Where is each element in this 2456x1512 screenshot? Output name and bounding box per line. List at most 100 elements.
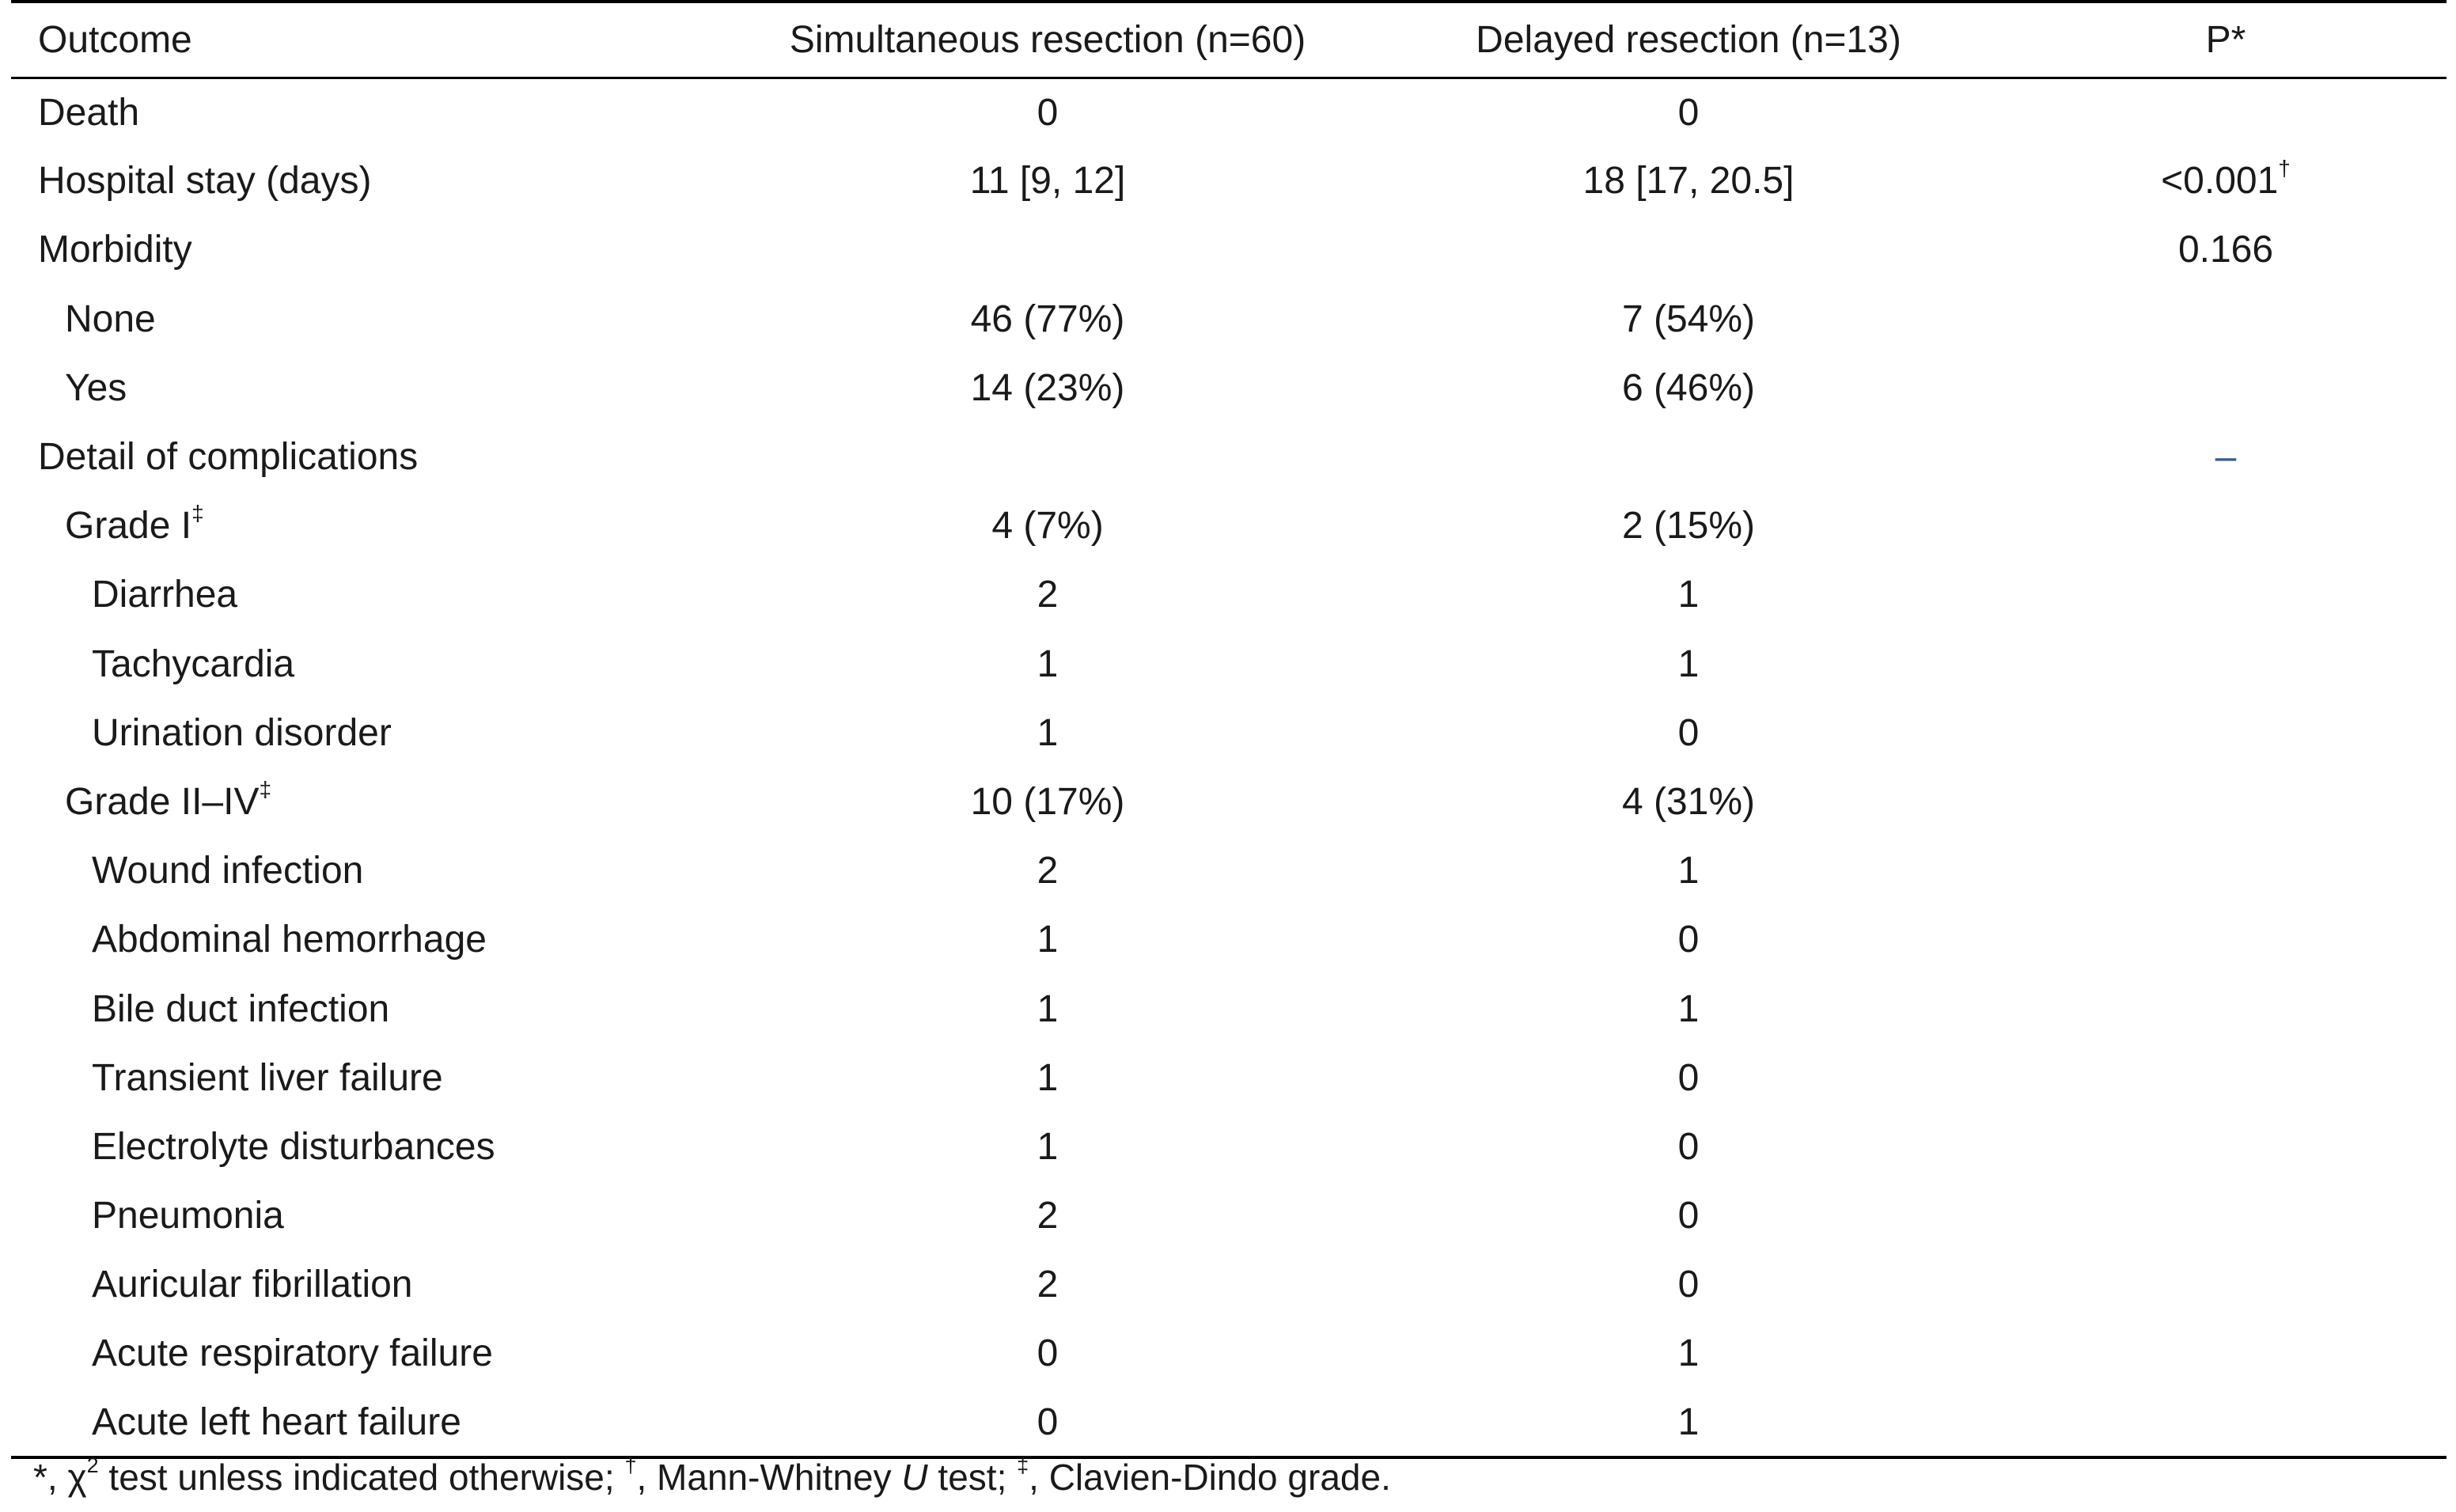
row-label: Electrolyte disturbances: [92, 1125, 495, 1168]
table-row: Diarrhea 2 1: [11, 560, 2447, 629]
table-row: Grade II–IV‡ 10 (17%) 4 (31%): [11, 767, 2447, 836]
cell-simultaneous: 1: [1037, 919, 1059, 961]
cell-simultaneous: 1: [1037, 1125, 1059, 1168]
cell-p-value: [2005, 905, 2447, 974]
row-label: Bile duct infection: [92, 987, 390, 1030]
cell-delayed: 0: [1677, 1264, 1700, 1306]
header-p-footnote-mark: *: [2230, 18, 2246, 61]
row-label: Detail of complications: [38, 436, 419, 479]
cell-simultaneous: [723, 215, 1372, 284]
cell-p-value: [2005, 1181, 2447, 1250]
header-p-value: P*: [2005, 0, 2447, 79]
table-row: Yes 14 (23%) 6 (46%): [11, 354, 2447, 423]
cell-delayed: 18 [17, 20.5]: [1582, 160, 1795, 203]
cell-simultaneous: 2: [1037, 1195, 1059, 1237]
row-label: Urination disorder: [92, 711, 392, 754]
table-row: Grade I‡ 4 (7%) 2 (15%): [11, 491, 2447, 560]
cell-p-value: [2005, 1319, 2447, 1388]
cell-simultaneous: 1: [1037, 1056, 1059, 1099]
row-label: Acute respiratory failure: [92, 1332, 493, 1375]
cell-simultaneous: 2: [1037, 574, 1059, 616]
cell-simultaneous: 2: [1037, 850, 1059, 892]
cell-delayed: 0: [1677, 1195, 1700, 1237]
cell-simultaneous: 0: [1037, 1332, 1059, 1375]
table-row: Hospital stay (days) 11 [9, 12] 18 [17, 20…: [11, 146, 2447, 215]
header-row: Outcome Simultaneous resection (n=60) De…: [11, 0, 2447, 79]
table-row: Acute left heart failure 0 1: [11, 1388, 2447, 1459]
cell-p-value: [2005, 354, 2447, 423]
label-footnote-mark: ‡: [191, 501, 204, 526]
outcomes-table: Outcome Simultaneous resection (n=60) De…: [11, 0, 2447, 1459]
cell-p-value: [2005, 699, 2447, 767]
row-label: Acute left heart failure: [11, 1388, 723, 1459]
cell-delayed: [1372, 423, 2005, 491]
cell-p-value: –: [2215, 436, 2237, 479]
cell-p-value: <0.001†: [2161, 156, 2291, 203]
row-label: Grade II–IV‡: [65, 776, 272, 823]
row-label: Pneumonia: [92, 1195, 284, 1237]
cell-simultaneous: 1: [1037, 642, 1059, 685]
row-label: Transient liver failure: [92, 1056, 443, 1099]
row-label: Auricular fibrillation: [92, 1264, 413, 1306]
cell-delayed: 1: [1372, 1388, 2005, 1459]
row-label: None: [65, 297, 156, 340]
row-label: Grade I‡: [65, 501, 204, 548]
cell-simultaneous: 1: [1037, 987, 1059, 1030]
table-row: Urination disorder 1 0: [11, 699, 2447, 767]
cell-delayed: 1: [1677, 850, 1700, 892]
header-outcome: Outcome: [11, 0, 723, 79]
cell-simultaneous: 11 [9, 12]: [969, 160, 1126, 203]
cell-simultaneous: 1: [1037, 711, 1059, 754]
header-delayed: Delayed resection (n=13): [1372, 0, 2005, 79]
cell-p-value: [2005, 1112, 2447, 1181]
table-row: Electrolyte disturbances 1 0: [11, 1112, 2447, 1181]
cell-p-value: [2005, 974, 2447, 1043]
cell-p-value: [2005, 1044, 2447, 1112]
row-label: Death: [38, 91, 140, 134]
row-label: Diarrhea: [92, 574, 238, 616]
table-row: Acute respiratory failure 0 1: [11, 1319, 2447, 1388]
cell-p-value: [2005, 836, 2447, 905]
table-row: Detail of complications –: [11, 423, 2447, 491]
cell-delayed: 1: [1677, 642, 1700, 685]
table-row: Auricular fibrillation 2 0: [11, 1250, 2447, 1319]
cell-simultaneous: 10 (17%): [970, 780, 1125, 823]
cell-p-value: [2005, 560, 2447, 629]
row-label: Tachycardia: [92, 642, 295, 685]
table-body: Death 0 0 Hospital stay (days) 11 [9, 12] 18 …: [11, 78, 2447, 1459]
cell-delayed: 6 (46%): [1621, 366, 1756, 409]
row-label: Hospital stay (days): [38, 160, 372, 203]
cell-delayed: 1: [1677, 574, 1700, 616]
table-row: Tachycardia 1 1: [11, 630, 2447, 699]
cell-delayed: 0: [1677, 1125, 1700, 1168]
header-simultaneous: Simultaneous resection (n=60): [723, 0, 1372, 79]
table-row: Bile duct infection 1 1: [11, 974, 2447, 1043]
table-row: Death 0 0: [11, 78, 2447, 146]
cell-p-value: [2005, 491, 2447, 560]
row-label: Abdominal hemorrhage: [92, 919, 487, 961]
outcomes-table-container: Outcome Simultaneous resection (n=60) De…: [11, 0, 2447, 1459]
cell-delayed: 1: [1677, 1332, 1700, 1375]
cell-simultaneous: 0: [1037, 91, 1059, 134]
label-footnote-mark: ‡: [259, 776, 272, 801]
cell-delayed: 7 (54%): [1621, 297, 1756, 340]
cell-simultaneous: 2: [1037, 1264, 1059, 1306]
cell-p-value: [2005, 78, 2447, 146]
cell-delayed: 0: [1677, 91, 1700, 134]
cell-p-value: [2005, 1388, 2447, 1459]
cell-p-value: [2005, 767, 2447, 836]
table-row: Morbidity 0.166: [11, 215, 2447, 284]
cell-simultaneous: 14 (23%): [970, 366, 1125, 409]
cell-delayed: 0: [1677, 1056, 1700, 1099]
p-footnote-mark: †: [2278, 156, 2291, 181]
cell-delayed: 4 (31%): [1621, 780, 1756, 823]
cell-simultaneous: 0: [723, 1388, 1372, 1459]
cell-p-value: [2005, 285, 2447, 354]
cell-p-value: [2005, 1250, 2447, 1319]
cell-p-value: 0.166: [2177, 229, 2274, 271]
cell-simultaneous: 4 (7%): [991, 505, 1104, 548]
table-row: None 46 (77%) 7 (54%): [11, 285, 2447, 354]
cell-delayed: [1372, 215, 2005, 284]
table-row: Pneumonia 2 0: [11, 1181, 2447, 1250]
cell-delayed: 0: [1677, 919, 1700, 961]
